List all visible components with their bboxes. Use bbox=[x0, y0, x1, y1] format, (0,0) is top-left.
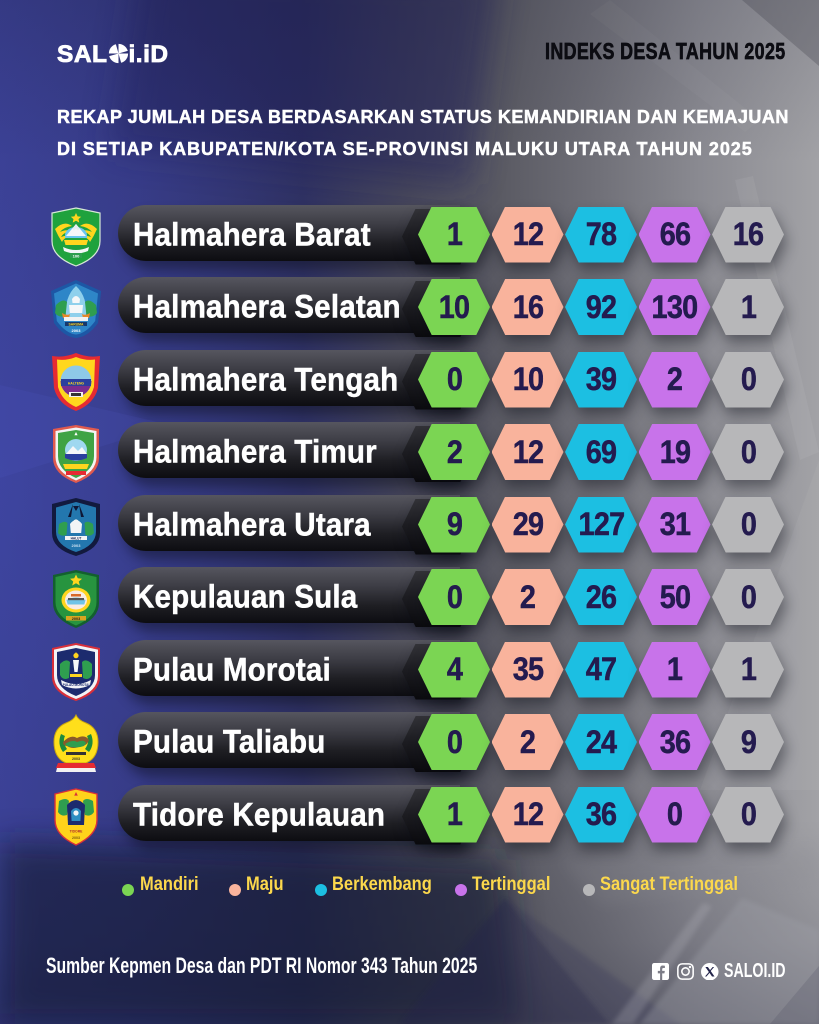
svg-text:2003: 2003 bbox=[72, 328, 82, 333]
svg-text:PULAU MOROTAI: PULAU MOROTAI bbox=[63, 683, 90, 687]
svg-text:2003: 2003 bbox=[72, 836, 80, 840]
svg-text:2003: 2003 bbox=[72, 617, 80, 621]
svg-text:SARUMA: SARUMA bbox=[69, 322, 84, 326]
svg-text:HALUT: HALUT bbox=[71, 536, 82, 540]
svg-text:TIDORE: TIDORE bbox=[70, 829, 84, 833]
svg-text:HALTENG: HALTENG bbox=[68, 381, 84, 385]
svg-text:100: 100 bbox=[73, 253, 80, 258]
svg-text:2003: 2003 bbox=[72, 757, 80, 761]
svg-text:2003: 2003 bbox=[72, 543, 82, 548]
